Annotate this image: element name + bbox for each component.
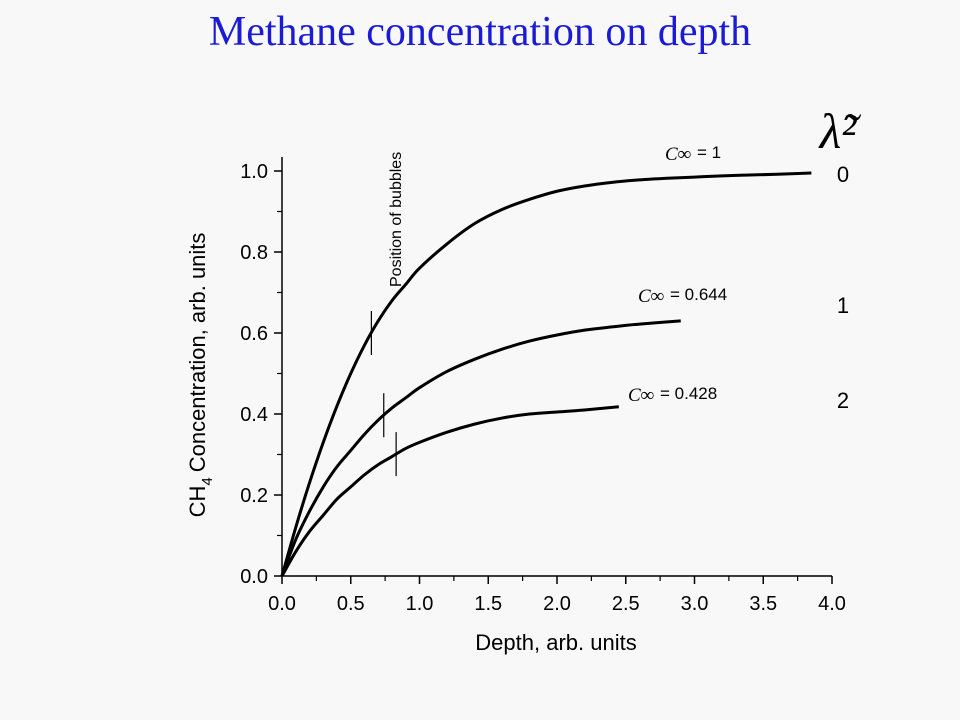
series-line-1 [280, 319, 681, 577]
cinf-symbol: C∞ [665, 144, 691, 165]
y-tick-label: 0.8 [240, 242, 268, 264]
series-name-label: 2 [837, 388, 849, 413]
x-axis-ticks: 0.0 0.5 1.0 1.5 2.0 2.5 3.0 3.5 4.0 [268, 576, 846, 615]
x-tick-label: 4.0 [818, 593, 846, 615]
x-tick-label: 3.5 [749, 593, 777, 615]
y-tick-label: 0.2 [240, 485, 268, 507]
x-tick-label: 0.0 [268, 593, 296, 615]
x-tick-label: 3.0 [681, 593, 709, 615]
y-axis-label-prefix: CH [185, 486, 210, 518]
cinf-label: C∞ = 0.644 [638, 285, 727, 307]
cinf-symbol: C∞ [628, 385, 654, 406]
x-tick-label: 2.0 [543, 593, 571, 615]
page-title: Methane concentration on depth [208, 9, 752, 55]
y-tick-label: 1.0 [240, 161, 268, 183]
series-line-0 [280, 171, 812, 577]
cinf-value: = 0.428 [660, 384, 717, 403]
x-axis-label: Depth, arb. units [475, 630, 636, 655]
series-lines [280, 171, 812, 577]
cinf-label: C∞ = 1 [665, 143, 721, 165]
x-tick-label: 2.5 [612, 593, 640, 615]
y-tick-label: 0.0 [240, 566, 268, 588]
x-tick-label: 1.0 [406, 593, 434, 615]
y-tick-label: 0.6 [240, 323, 268, 345]
y-axis-label: CH4 Concentration, arb. units [185, 233, 216, 518]
lambda-squared-header: λ̃² [818, 103, 862, 159]
series-line-2 [280, 405, 620, 577]
series-name-label: 1 [837, 293, 849, 318]
cinf-value: = 1 [697, 143, 721, 162]
y-axis-label-subscript: 4 [199, 477, 216, 485]
bubble-position-annotation: Position of bubbles [388, 152, 405, 287]
cinf-label: C∞ = 0.428 [628, 384, 717, 406]
series-labels: 0 C∞ = 1 1 C∞ = 0.644 2 C∞ = 0.428 [628, 143, 849, 413]
cinf-symbol: C∞ [638, 286, 664, 307]
x-tick-label: 0.5 [337, 593, 365, 615]
cinf-value: = 0.644 [670, 285, 727, 304]
bubble-markers [370, 311, 397, 477]
y-axis-ticks: 0.0 0.2 0.4 0.6 0.8 1.0 [240, 161, 282, 588]
y-axis-label-text: Concentration, arb. units [185, 233, 210, 473]
y-tick-label: 0.4 [240, 404, 268, 426]
axes [281, 157, 832, 577]
series-name-label: 0 [837, 162, 849, 187]
x-tick-label: 1.5 [474, 593, 502, 615]
